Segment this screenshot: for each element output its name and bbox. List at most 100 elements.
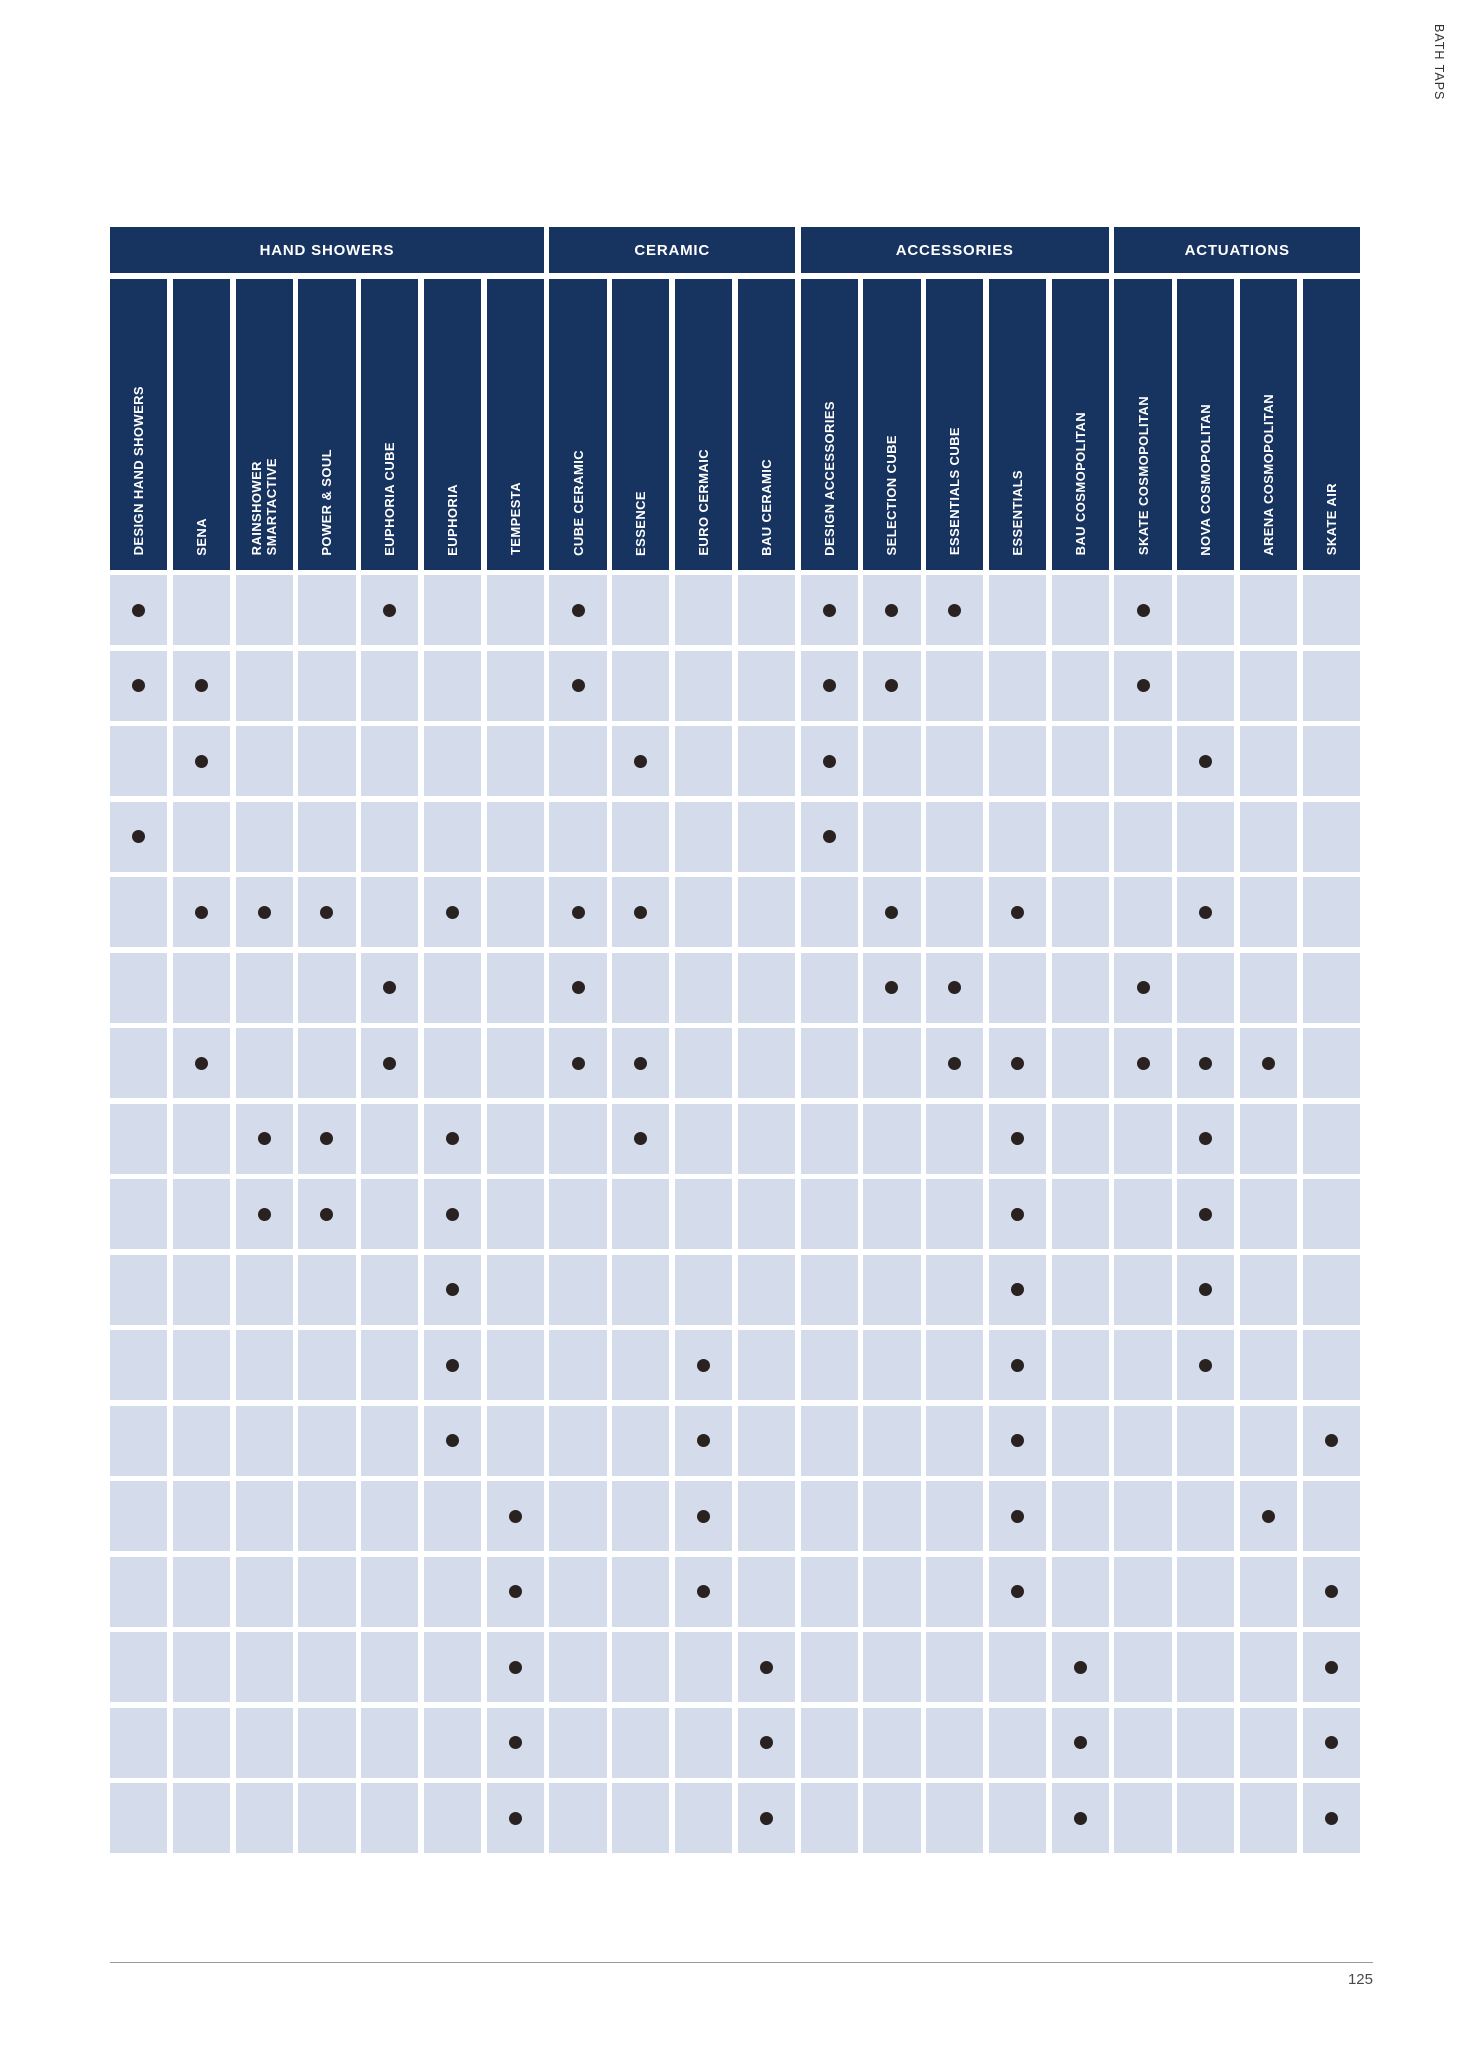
matrix-cell-r14-c10 [674,1556,733,1627]
matrix-cell-r2-c2 [172,650,231,721]
matrix-cell-r4-c14 [926,801,984,872]
matrix-cell-r17-c15 [988,1783,1047,1853]
matrix-cell-r2-c9 [612,650,670,721]
matrix-cell-r7-c4 [298,1028,356,1098]
dot-marker [132,830,146,843]
group-header-accessories: ACCESSORIES [800,227,1109,273]
matrix-cell-r14-c12 [800,1556,858,1627]
matrix-cell-r1-c4 [298,575,356,645]
matrix-cell-r14-c13 [863,1556,921,1627]
matrix-cell-r14-c20 [1302,1556,1360,1627]
matrix-cell-r1-c9 [612,575,670,645]
dot-marker [885,603,899,617]
dot-marker [1324,1660,1338,1674]
dot-marker [948,981,962,994]
matrix-cell-r14-c2 [172,1556,231,1627]
dot-marker [1010,1434,1024,1447]
matrix-cell-r1-c20 [1302,575,1360,645]
dot-marker [634,1056,648,1070]
dot-marker [948,603,962,617]
matrix-cell-r12-c10 [674,1405,733,1476]
column-header-nova-cosmopolitan: NOVA COSMOPOLITAN [1177,278,1235,570]
matrix-cell-r13-c8 [549,1481,607,1551]
matrix-cell-r8-c11 [737,1103,796,1174]
matrix-cell-r3-c11 [737,726,796,796]
matrix-cell-r17-c13 [863,1783,921,1853]
matrix-cell-r1-c14 [926,575,984,645]
matrix-cell-r11-c2 [172,1330,231,1400]
matrix-cell-r13-c2 [172,1481,231,1551]
matrix-cell-r7-c15 [988,1028,1047,1098]
matrix-cell-r10-c18 [1177,1254,1235,1325]
column-header-design-hand-showers: DESIGN HAND SHOWERS [110,278,168,570]
matrix-cell-r4-c16 [1051,801,1109,872]
dot-marker [320,1132,334,1145]
matrix-cell-r12-c4 [298,1405,356,1476]
matrix-cell-r16-c5 [361,1707,419,1778]
dot-marker [697,1509,711,1523]
matrix-cell-r6-c10 [674,952,733,1023]
dot-marker [571,905,585,919]
matrix-cell-r5-c2 [172,877,231,947]
matrix-cell-r12-c13 [863,1405,921,1476]
dot-marker [1073,1736,1087,1749]
matrix-cell-r12-c19 [1239,1405,1298,1476]
matrix-cell-r5-c4 [298,877,356,947]
matrix-cell-r17-c17 [1114,1783,1172,1853]
matrix-cell-r15-c11 [737,1632,796,1702]
matrix-cell-r2-c15 [988,650,1047,721]
matrix-cell-r12-c6 [423,1405,482,1476]
matrix-cell-r4-c12 [800,801,858,872]
matrix-cell-r2-c20 [1302,650,1360,721]
dot-marker [446,1132,459,1145]
matrix-cell-r4-c5 [361,801,419,872]
matrix-cell-r10-c9 [612,1254,670,1325]
matrix-cell-r7-c7 [486,1028,544,1098]
matrix-cell-r9-c4 [298,1179,356,1249]
matrix-cell-r17-c14 [926,1783,984,1853]
matrix-cell-r17-c2 [172,1783,231,1853]
matrix-cell-r16-c15 [988,1707,1047,1778]
dot-marker [1010,1132,1024,1145]
matrix-cell-r8-c12 [800,1103,858,1174]
dot-marker [446,1434,459,1447]
matrix-cell-r15-c7 [486,1632,544,1702]
column-header-cube-ceramic: CUBE CERAMIC [549,278,607,570]
matrix-cell-r14-c15 [988,1556,1047,1627]
matrix-cell-r9-c10 [674,1179,733,1249]
footer-divider [110,1962,1373,1963]
matrix-cell-r12-c7 [486,1405,544,1476]
dot-marker [1010,1207,1024,1221]
matrix-cell-r5-c14 [926,877,984,947]
matrix-cell-r9-c16 [1051,1179,1109,1249]
matrix-cell-r11-c8 [549,1330,607,1400]
matrix-cell-r3-c9 [612,726,670,796]
matrix-cell-r4-c19 [1239,801,1298,872]
matrix-cell-r11-c11 [737,1330,796,1400]
column-header-selection-cube: SELECTION CUBE [863,278,921,570]
matrix-cell-r1-c15 [988,575,1047,645]
column-header-label: DESIGN HAND SHOWERS [131,386,147,556]
matrix-cell-r12-c12 [800,1405,858,1476]
matrix-cell-r6-c8 [549,952,607,1023]
matrix-cell-r1-c2 [172,575,231,645]
matrix-cell-r8-c17 [1114,1103,1172,1174]
matrix-cell-r14-c1 [110,1556,168,1627]
dot-marker [508,1509,522,1523]
column-header-label: ESSENCE [633,490,649,556]
matrix-cell-r6-c16 [1051,952,1109,1023]
matrix-cell-r16-c4 [298,1707,356,1778]
dot-marker [1073,1660,1087,1674]
matrix-cell-r13-c9 [612,1481,670,1551]
dot-marker [320,1207,334,1221]
matrix-cell-r16-c1 [110,1707,168,1778]
matrix-cell-r10-c2 [172,1254,231,1325]
group-header-ceramic: CERAMIC [549,227,796,273]
matrix-cell-r7-c6 [423,1028,482,1098]
matrix-cell-r1-c17 [1114,575,1172,645]
column-header-label: DESIGN ACCESSORIES [821,400,837,556]
matrix-cell-r7-c10 [674,1028,733,1098]
matrix-cell-r10-c19 [1239,1254,1298,1325]
column-header-euphoria-cube: EUPHORIA CUBE [361,278,419,570]
matrix-cell-r16-c10 [674,1707,733,1778]
